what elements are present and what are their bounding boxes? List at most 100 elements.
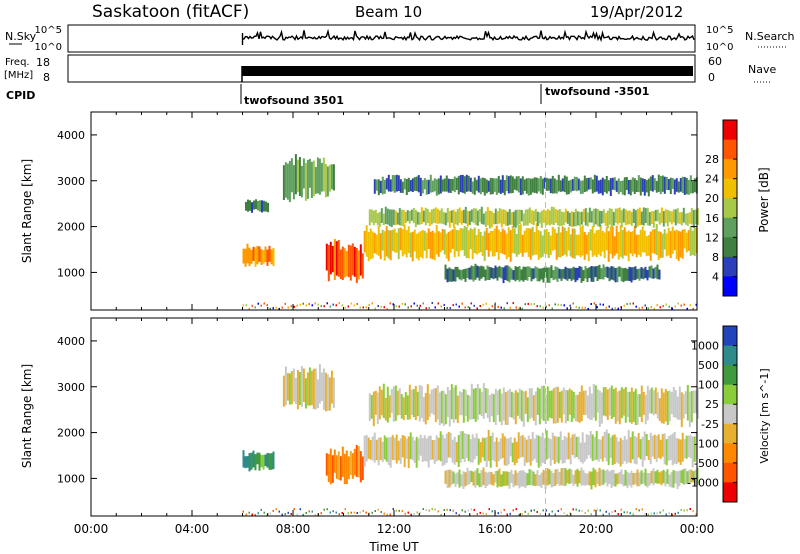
data-cell [627, 179, 630, 195]
data-cell [389, 437, 392, 468]
noise-cell [521, 307, 523, 310]
noise-cell [452, 509, 454, 512]
data-cell [630, 387, 633, 424]
data-cell [591, 179, 594, 194]
data-cell [248, 453, 251, 472]
data-cell [445, 233, 448, 259]
data-cell [582, 470, 585, 486]
x-tick-label: 00:00 [680, 522, 715, 536]
data-cell [492, 268, 495, 280]
data-cell [580, 266, 583, 283]
data-cell [520, 390, 523, 422]
data-cell [549, 178, 552, 194]
data-cell [451, 229, 454, 249]
noise-cell [371, 511, 373, 514]
data-cell [332, 377, 335, 408]
data-cell [442, 211, 445, 225]
data-cell [332, 164, 335, 191]
colorbar-segment [723, 198, 737, 219]
data-cell [294, 154, 297, 195]
data-cell [616, 391, 619, 422]
data-cell [451, 439, 454, 463]
beam-title: Beam 10 [355, 3, 422, 21]
data-cell [351, 453, 354, 479]
data-cell [612, 469, 615, 487]
data-cell [379, 180, 382, 193]
data-cell [576, 468, 579, 487]
noise-cell [287, 306, 289, 309]
data-cell [520, 210, 523, 222]
data-cell [567, 432, 570, 460]
data-cell [546, 267, 549, 283]
data-cell [267, 202, 269, 213]
data-cell [634, 388, 637, 425]
data-cell [400, 209, 403, 226]
noise-cell [521, 513, 523, 515]
noise-cell [560, 304, 562, 306]
data-cell [473, 177, 476, 195]
noise-cell [482, 512, 484, 515]
data-cell [624, 469, 627, 486]
noise-cell [680, 304, 682, 307]
data-cell [590, 211, 593, 223]
data-cell [556, 267, 559, 282]
data-cell [583, 442, 586, 462]
noise-cell [518, 307, 520, 310]
data-cell [452, 269, 455, 282]
y-tick-label: 4000 [57, 129, 85, 142]
data-cell [424, 393, 427, 425]
noise-cell [533, 509, 535, 512]
data-cell [568, 468, 571, 484]
data-cell [478, 266, 481, 281]
noise-cell [587, 509, 589, 512]
velocity-data-layer [242, 318, 699, 516]
data-cell [457, 230, 460, 257]
data-cell [472, 266, 475, 282]
data-cell [567, 180, 570, 195]
data-cell [552, 473, 555, 487]
data-cell [250, 249, 253, 264]
data-cell [347, 244, 350, 278]
noise-cell [572, 508, 574, 511]
data-cell [653, 229, 656, 254]
data-cell [658, 398, 661, 421]
noise-cell [506, 302, 508, 305]
data-cell [643, 431, 646, 461]
data-cell [407, 226, 410, 253]
data-cell [496, 267, 499, 281]
noise-cell [305, 512, 307, 514]
data-cell [684, 213, 687, 225]
data-cell [601, 230, 604, 252]
data-cell [423, 435, 426, 461]
noise-cell [473, 304, 475, 307]
data-cell [631, 231, 634, 257]
data-cell [407, 436, 410, 469]
data-cell [252, 246, 255, 261]
data-cell [427, 179, 430, 194]
data-cell [448, 267, 451, 282]
data-cell [447, 431, 450, 458]
data-cell [682, 207, 685, 223]
data-cell [478, 388, 481, 415]
data-cell [355, 248, 358, 283]
velocity-colorbar-label: Velocity [m s^-1] [758, 368, 771, 463]
colorbar-tick-label: 28 [705, 153, 719, 166]
data-cell [659, 231, 662, 258]
data-cell [548, 390, 551, 418]
data-cell [582, 209, 585, 222]
data-cell [494, 265, 497, 279]
data-cell [566, 469, 569, 484]
data-cell [661, 434, 664, 457]
data-cell [401, 228, 404, 257]
data-cell [591, 434, 594, 462]
noise-cell [527, 302, 529, 305]
noise-cell [650, 512, 652, 515]
data-cell [553, 436, 556, 464]
data-cell [310, 161, 313, 198]
noise-cell [659, 511, 661, 514]
data-cell [463, 225, 466, 256]
data-cell [529, 178, 532, 195]
data-cell [648, 212, 651, 226]
data-cell [310, 370, 313, 406]
data-cell [685, 435, 688, 459]
